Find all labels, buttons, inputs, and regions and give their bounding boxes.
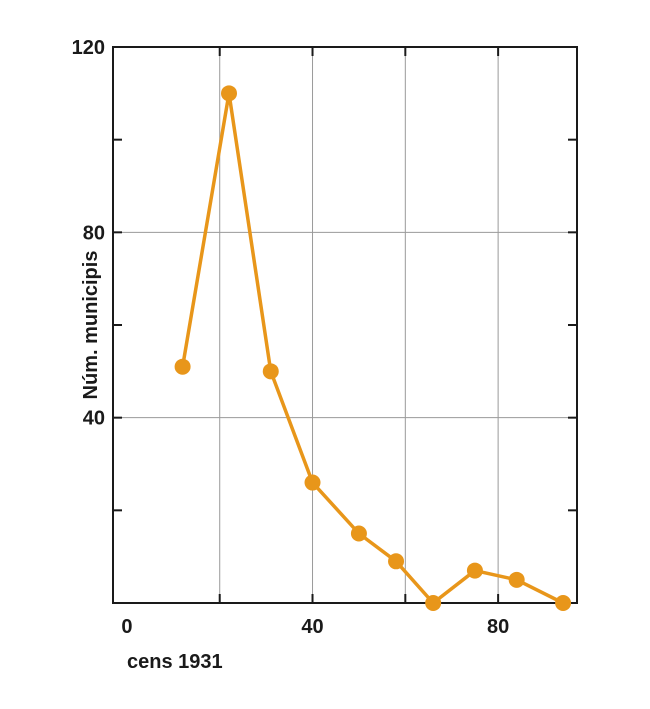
- data-point: [174, 358, 191, 375]
- grid: [113, 47, 577, 603]
- y-tick-label: 40: [83, 408, 105, 430]
- series-line: [180, 91, 564, 605]
- data-point: [466, 562, 483, 579]
- data-point: [221, 85, 237, 102]
- data-point: [262, 363, 279, 380]
- data-point: [425, 595, 442, 611]
- x-axis-title: cens 1931: [127, 651, 223, 673]
- x-tick-label: 80: [487, 616, 509, 638]
- series: [174, 85, 572, 611]
- axis-ticks: 40 80 120 0 40 80: [72, 37, 577, 638]
- data-point: [555, 595, 572, 611]
- data-point: [350, 525, 367, 542]
- x-tick-label: 0: [121, 616, 132, 638]
- y-tick-label: 80: [83, 222, 105, 244]
- y-tick-label: 120: [72, 37, 105, 59]
- x-tick-label: 40: [301, 616, 323, 638]
- data-point: [304, 474, 321, 491]
- data-point: [388, 553, 405, 570]
- y-axis-title: Núm. municipis: [80, 251, 102, 400]
- data-point: [508, 571, 525, 588]
